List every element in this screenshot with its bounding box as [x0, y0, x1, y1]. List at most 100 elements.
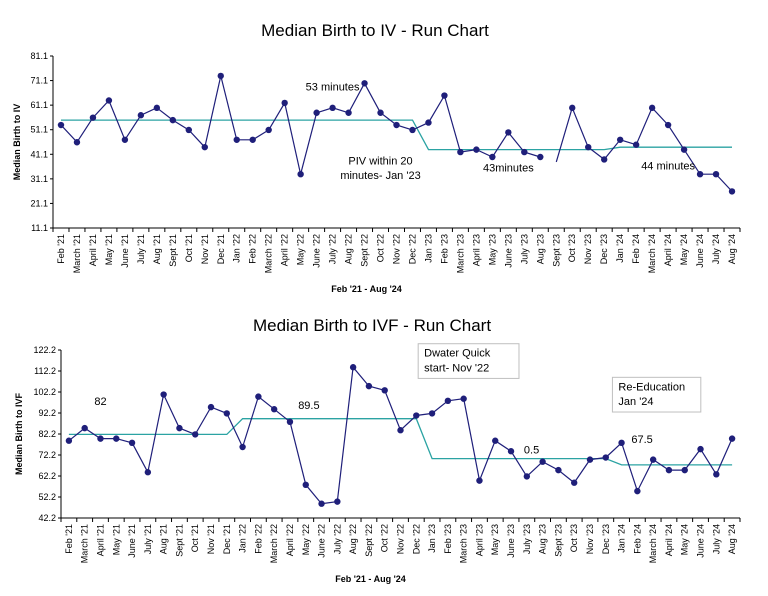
- data-point: [105, 97, 113, 104]
- x-tick-label: Feb '22: [248, 234, 258, 264]
- y-tick-label: 61.1: [30, 100, 48, 110]
- x-tick-label: Aug '23: [535, 234, 545, 264]
- data-point: [444, 397, 452, 405]
- x-tick-label: May '24: [679, 234, 689, 265]
- data-point: [681, 466, 688, 474]
- data-point: [523, 473, 531, 480]
- data-point: [265, 126, 272, 134]
- x-tick-label: Jan '22: [232, 234, 242, 263]
- x-tick-label: April '24: [663, 234, 673, 266]
- y-tick-label: 71.1: [30, 76, 48, 86]
- data-point: [441, 92, 448, 99]
- data-point: [393, 121, 400, 129]
- series-line: [60, 75, 541, 175]
- y-tick-label: 92.2: [38, 408, 56, 418]
- data-point: [249, 136, 256, 143]
- data-point: [618, 439, 625, 447]
- x-tick-label: July '23: [519, 234, 529, 264]
- x-tick-label: April '21: [88, 234, 98, 266]
- annotation-label: Re-Education: [618, 381, 685, 393]
- data-point: [81, 424, 88, 432]
- annotation-label: start- Nov '22: [424, 362, 489, 374]
- x-tick-label: Nov '22: [396, 524, 406, 554]
- data-point: [185, 126, 193, 134]
- x-tick-label: Feb '23: [443, 524, 453, 554]
- x-tick-label: May '23: [490, 524, 500, 555]
- x-tick-label: March '23: [455, 234, 465, 273]
- data-point: [569, 104, 576, 112]
- x-axis-title: Feb '21 - Aug '24: [335, 574, 405, 584]
- annotation-label: 0.5: [524, 444, 539, 456]
- data-point: [489, 153, 496, 161]
- data-point: [73, 139, 81, 146]
- x-tick-label: April '22: [285, 524, 295, 556]
- x-tick-label: Nov '23: [585, 524, 595, 554]
- data-point: [313, 109, 320, 116]
- x-tick-label: May '22: [296, 234, 306, 265]
- data-point: [409, 126, 416, 134]
- x-tick-label: Feb '24: [631, 234, 641, 264]
- x-tick-label: July '22: [328, 234, 338, 264]
- x-tick-label: Aug '22: [344, 234, 354, 264]
- data-point: [413, 412, 420, 419]
- x-tick-label: June '22: [317, 524, 327, 558]
- x-tick-label: Dec '22: [407, 234, 417, 264]
- x-tick-label: Feb '21: [64, 524, 74, 554]
- data-point: [286, 418, 294, 426]
- data-point: [537, 153, 544, 161]
- data-point: [207, 403, 215, 411]
- chart-title: Median Birth to IV - Run Chart: [261, 21, 489, 40]
- data-point: [696, 170, 704, 178]
- x-tick-label: Feb '21: [56, 234, 66, 264]
- data-point: [428, 410, 436, 417]
- annotation-label: 82: [94, 396, 106, 408]
- annotation-box: [611, 376, 702, 413]
- data-point: [97, 435, 104, 442]
- data-point: [176, 424, 183, 432]
- data-point: [160, 391, 167, 398]
- data-point: [223, 410, 231, 417]
- data-point: [476, 477, 483, 484]
- data-point: [425, 119, 432, 126]
- data-point: [697, 445, 704, 453]
- data-point: [255, 393, 262, 400]
- x-tick-label: March '22: [269, 524, 279, 563]
- data-point: [57, 121, 65, 129]
- data-point: [570, 479, 578, 486]
- x-tick-label: Nov '21: [200, 234, 210, 264]
- data-point: [270, 406, 278, 413]
- annotation-label: minutes- Jan '23: [340, 170, 420, 182]
- x-tick-label: May '22: [301, 524, 311, 555]
- data-point: [460, 395, 467, 402]
- x-tick-label: April '24: [664, 524, 674, 556]
- annotation-label: Jan '24: [618, 396, 653, 408]
- y-tick-label: 62.2: [38, 471, 56, 481]
- x-tick-label: Sept '22: [364, 524, 374, 557]
- x-tick-label: May '21: [111, 524, 121, 555]
- data-point: [302, 481, 309, 489]
- y-tick-label: 11.1: [31, 223, 48, 233]
- data-point: [649, 456, 657, 463]
- x-tick-label: Sept '23: [553, 524, 563, 557]
- y-tick-label: 102.2: [33, 387, 56, 397]
- x-tick-label: Oct '21: [184, 234, 194, 262]
- data-point: [505, 129, 512, 136]
- x-tick-label: July '21: [143, 524, 153, 554]
- x-tick-label: July '21: [136, 234, 146, 264]
- median-line: [68, 418, 733, 466]
- data-point: [128, 439, 136, 447]
- data-point: [600, 156, 608, 163]
- x-tick-label: Oct '23: [567, 234, 577, 262]
- y-tick-label: 72.2: [38, 450, 56, 460]
- x-tick-label: May '23: [487, 234, 497, 265]
- x-tick-label: April '21: [95, 524, 105, 556]
- data-point: [712, 170, 720, 178]
- x-tick-label: June '21: [127, 524, 137, 558]
- x-tick-label: Oct '21: [190, 524, 200, 552]
- x-tick-label: Feb '24: [632, 524, 642, 554]
- annotation-label: 89.5: [298, 400, 319, 412]
- data-point: [233, 136, 240, 143]
- y-tick-label: 112.2: [34, 366, 56, 376]
- data-point: [192, 431, 199, 438]
- x-tick-label: July '24: [711, 524, 721, 554]
